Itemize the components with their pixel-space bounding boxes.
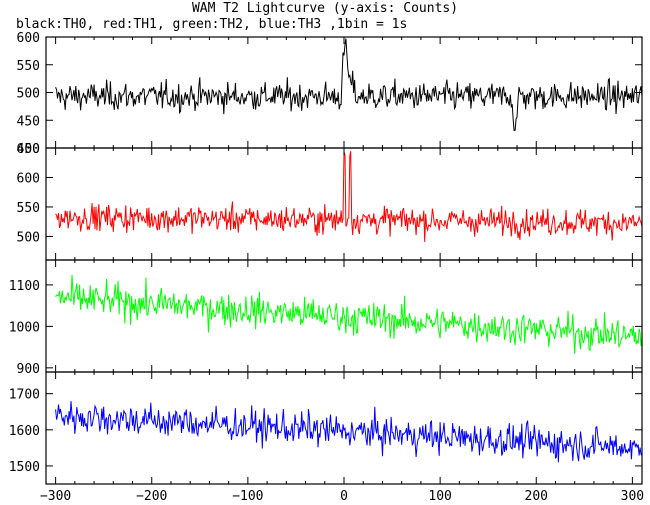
panel-2-ytick-label: 600	[17, 171, 40, 186]
panel-3-series-line	[55, 274, 642, 354]
xtick-label: −200	[136, 489, 167, 504]
panel-4-ytick-label: 1500	[9, 460, 40, 475]
xtick-label: −300	[40, 489, 71, 504]
panel-4-ytick-label: 1700	[9, 388, 40, 403]
panel-2-ytick-label: 550	[17, 201, 40, 216]
panel-4-ytick-label: 1600	[9, 424, 40, 439]
panel-1-ytick-label: 550	[17, 59, 40, 74]
xtick-label: −100	[232, 489, 263, 504]
panel-2-ytick-label: 650	[17, 142, 40, 157]
xtick-label: 100	[428, 489, 451, 504]
panel-1-ytick-label-partial: 400	[17, 142, 40, 157]
chart-legend-subtitle: black:TH0, red:TH1, green:TH2, blue:TH3 …	[16, 17, 408, 32]
panel-4-series-line	[55, 401, 642, 463]
panel-2-series-line	[55, 151, 642, 242]
panel-1-series-line	[55, 38, 642, 132]
chart-title: WAM T2 Lightcurve (y-axis: Counts)	[191, 1, 459, 16]
xtick-label: 300	[621, 489, 644, 504]
panel-1-ytick-label: 600	[17, 31, 40, 46]
panel-1-ytick-label: 500	[17, 87, 40, 102]
xtick-label: 200	[525, 489, 548, 504]
panel-2-ytick-label: 500	[17, 230, 40, 245]
xtick-label: 0	[340, 489, 348, 504]
panel-3-ytick-label: 1100	[9, 279, 40, 294]
panel-1-ytick-label: 450	[17, 114, 40, 129]
panel-3-ytick-label: 900	[17, 362, 40, 377]
panel-3-ytick-label: 1000	[9, 320, 40, 335]
